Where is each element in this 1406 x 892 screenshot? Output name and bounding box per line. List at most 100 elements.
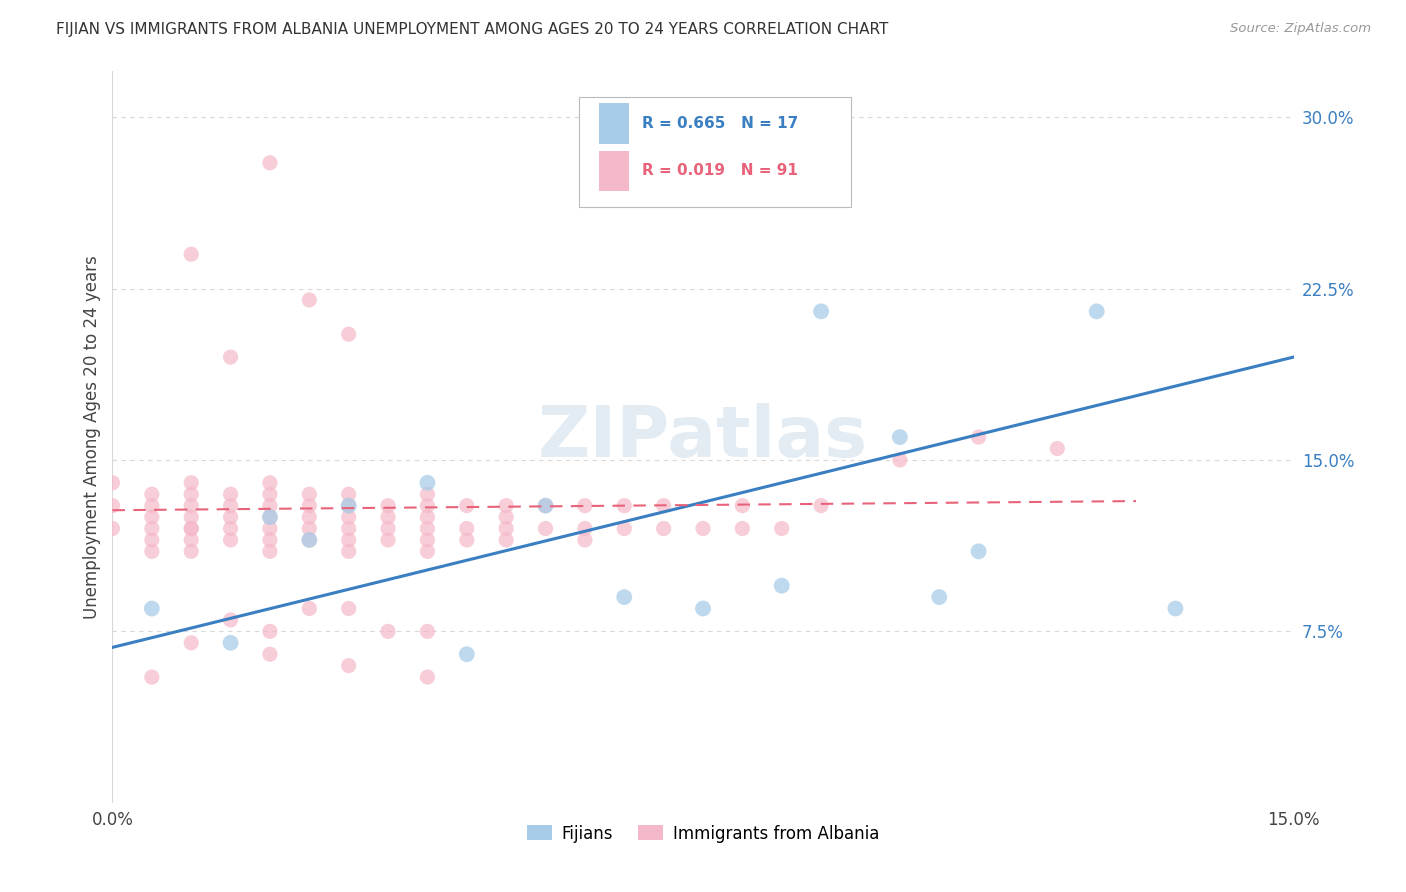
Immigrants from Albania bbox=[495, 510, 517, 524]
Immigrants from Albania bbox=[141, 510, 163, 524]
Immigrants from Albania bbox=[298, 487, 321, 501]
Immigrants from Albania bbox=[337, 544, 360, 558]
Immigrants from Albania bbox=[889, 453, 911, 467]
Fijians bbox=[692, 601, 714, 615]
Immigrants from Albania bbox=[259, 155, 281, 169]
Immigrants from Albania bbox=[180, 544, 202, 558]
Immigrants from Albania bbox=[574, 533, 596, 547]
Fijians bbox=[219, 636, 242, 650]
Fijians bbox=[416, 475, 439, 490]
Fijians bbox=[259, 510, 281, 524]
Immigrants from Albania bbox=[456, 533, 478, 547]
Immigrants from Albania bbox=[259, 624, 281, 639]
Y-axis label: Unemployment Among Ages 20 to 24 years: Unemployment Among Ages 20 to 24 years bbox=[83, 255, 101, 619]
Immigrants from Albania bbox=[1046, 442, 1069, 456]
Immigrants from Albania bbox=[180, 499, 202, 513]
Immigrants from Albania bbox=[495, 499, 517, 513]
Immigrants from Albania bbox=[298, 521, 321, 535]
FancyBboxPatch shape bbox=[579, 97, 851, 207]
Legend: Fijians, Immigrants from Albania: Fijians, Immigrants from Albania bbox=[520, 818, 886, 849]
Immigrants from Albania bbox=[377, 521, 399, 535]
Immigrants from Albania bbox=[377, 533, 399, 547]
Fijians bbox=[770, 579, 793, 593]
Fijians bbox=[337, 499, 360, 513]
Immigrants from Albania bbox=[180, 510, 202, 524]
Immigrants from Albania bbox=[377, 624, 399, 639]
Immigrants from Albania bbox=[495, 533, 517, 547]
Immigrants from Albania bbox=[219, 487, 242, 501]
Immigrants from Albania bbox=[337, 487, 360, 501]
Immigrants from Albania bbox=[337, 601, 360, 615]
Immigrants from Albania bbox=[652, 521, 675, 535]
Text: R = 0.019   N = 91: R = 0.019 N = 91 bbox=[641, 163, 797, 178]
Immigrants from Albania bbox=[259, 475, 281, 490]
Immigrants from Albania bbox=[259, 533, 281, 547]
Fijians bbox=[534, 499, 557, 513]
Immigrants from Albania bbox=[298, 510, 321, 524]
Fijians bbox=[810, 304, 832, 318]
Immigrants from Albania bbox=[180, 521, 202, 535]
Immigrants from Albania bbox=[337, 533, 360, 547]
Immigrants from Albania bbox=[101, 475, 124, 490]
Text: Source: ZipAtlas.com: Source: ZipAtlas.com bbox=[1230, 22, 1371, 36]
Immigrants from Albania bbox=[141, 521, 163, 535]
Immigrants from Albania bbox=[180, 475, 202, 490]
Immigrants from Albania bbox=[416, 499, 439, 513]
Immigrants from Albania bbox=[141, 533, 163, 547]
Immigrants from Albania bbox=[652, 499, 675, 513]
Immigrants from Albania bbox=[298, 499, 321, 513]
Immigrants from Albania bbox=[337, 521, 360, 535]
Immigrants from Albania bbox=[416, 544, 439, 558]
Immigrants from Albania bbox=[259, 521, 281, 535]
Text: ZIPatlas: ZIPatlas bbox=[538, 402, 868, 472]
Immigrants from Albania bbox=[770, 521, 793, 535]
Immigrants from Albania bbox=[810, 499, 832, 513]
Immigrants from Albania bbox=[219, 350, 242, 364]
Fijians bbox=[141, 601, 163, 615]
Immigrants from Albania bbox=[298, 533, 321, 547]
FancyBboxPatch shape bbox=[599, 151, 628, 191]
Immigrants from Albania bbox=[337, 327, 360, 342]
Fijians bbox=[1164, 601, 1187, 615]
Immigrants from Albania bbox=[337, 658, 360, 673]
Immigrants from Albania bbox=[180, 247, 202, 261]
Immigrants from Albania bbox=[141, 670, 163, 684]
Immigrants from Albania bbox=[416, 670, 439, 684]
Immigrants from Albania bbox=[613, 499, 636, 513]
Immigrants from Albania bbox=[141, 544, 163, 558]
Immigrants from Albania bbox=[259, 487, 281, 501]
FancyBboxPatch shape bbox=[599, 103, 628, 144]
Immigrants from Albania bbox=[337, 510, 360, 524]
Fijians bbox=[1085, 304, 1108, 318]
Immigrants from Albania bbox=[180, 487, 202, 501]
Immigrants from Albania bbox=[574, 521, 596, 535]
Fijians bbox=[298, 533, 321, 547]
Immigrants from Albania bbox=[574, 499, 596, 513]
Immigrants from Albania bbox=[141, 487, 163, 501]
Immigrants from Albania bbox=[219, 499, 242, 513]
Fijians bbox=[928, 590, 950, 604]
Immigrants from Albania bbox=[416, 487, 439, 501]
Immigrants from Albania bbox=[416, 510, 439, 524]
Immigrants from Albania bbox=[259, 499, 281, 513]
Immigrants from Albania bbox=[377, 499, 399, 513]
Fijians bbox=[613, 590, 636, 604]
Immigrants from Albania bbox=[259, 647, 281, 661]
Immigrants from Albania bbox=[416, 521, 439, 535]
Immigrants from Albania bbox=[219, 510, 242, 524]
Immigrants from Albania bbox=[180, 636, 202, 650]
Fijians bbox=[889, 430, 911, 444]
Immigrants from Albania bbox=[456, 499, 478, 513]
Immigrants from Albania bbox=[141, 499, 163, 513]
Immigrants from Albania bbox=[967, 430, 990, 444]
Immigrants from Albania bbox=[219, 533, 242, 547]
Immigrants from Albania bbox=[180, 533, 202, 547]
Immigrants from Albania bbox=[101, 499, 124, 513]
Immigrants from Albania bbox=[298, 601, 321, 615]
Immigrants from Albania bbox=[731, 499, 754, 513]
Immigrants from Albania bbox=[259, 544, 281, 558]
Fijians bbox=[967, 544, 990, 558]
Immigrants from Albania bbox=[534, 521, 557, 535]
Immigrants from Albania bbox=[731, 521, 754, 535]
Immigrants from Albania bbox=[416, 624, 439, 639]
